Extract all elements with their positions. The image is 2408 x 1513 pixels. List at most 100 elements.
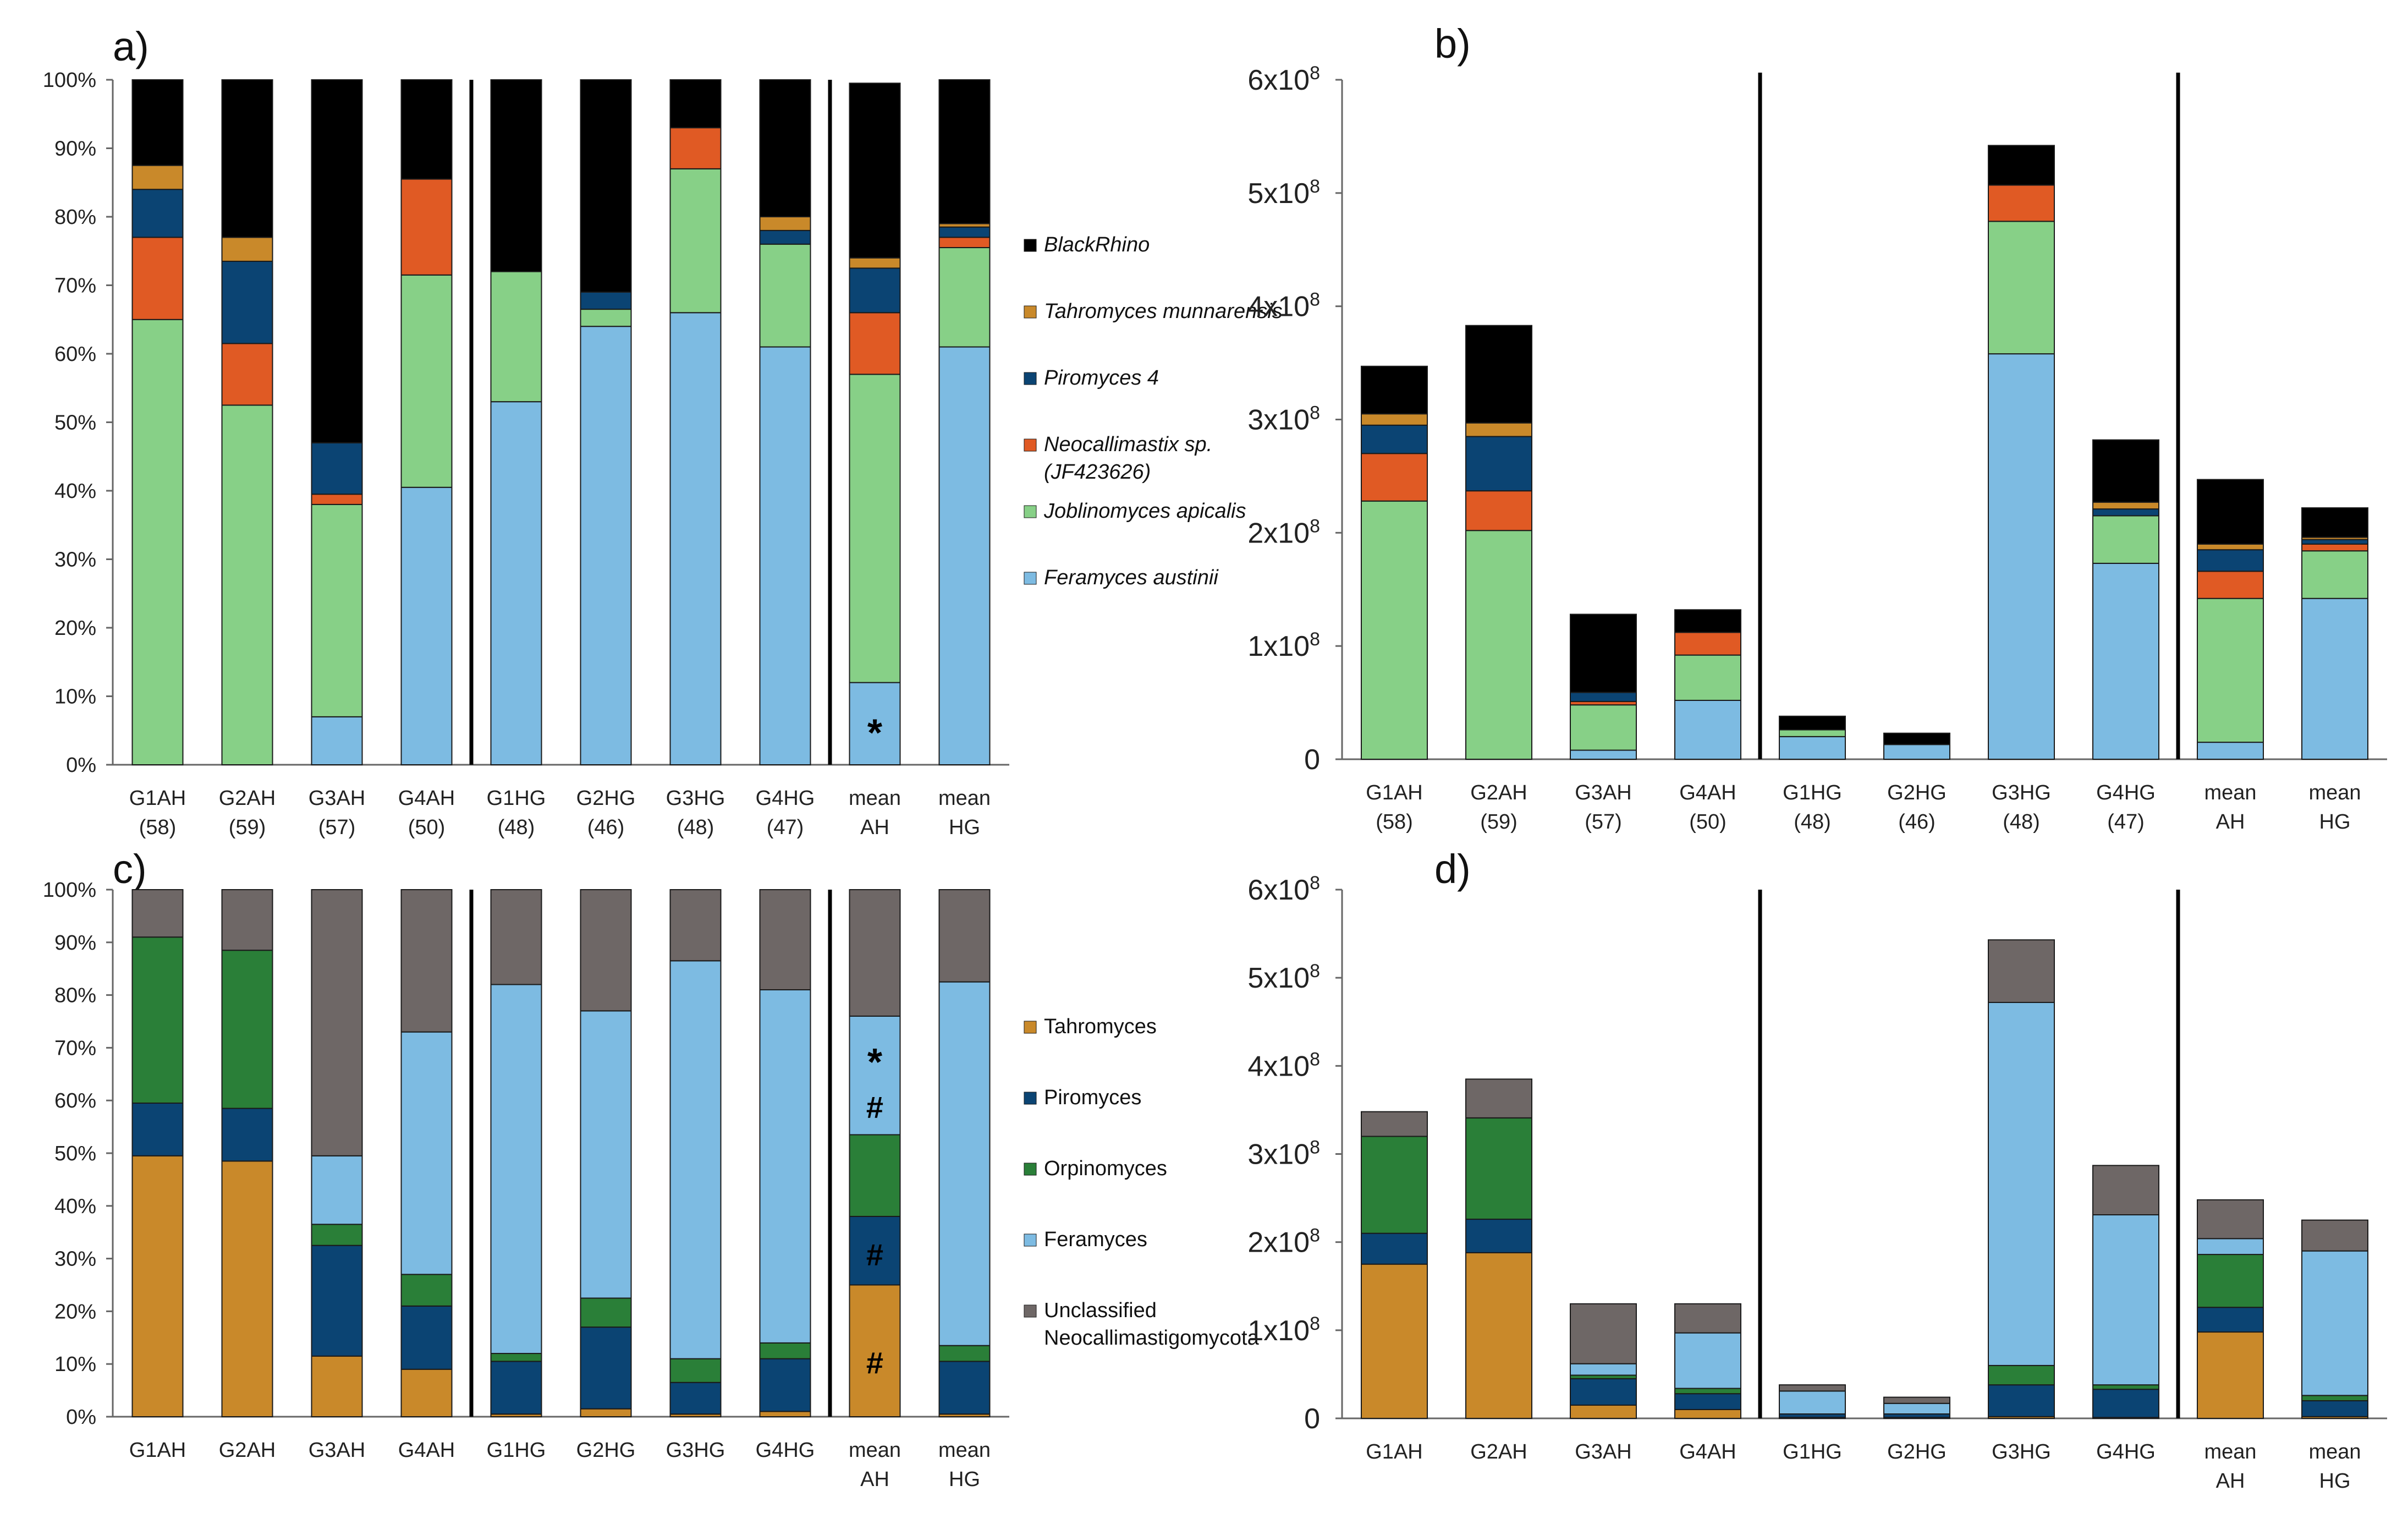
bar-segment <box>2092 508 2159 517</box>
legend-swatch <box>1024 1163 1037 1176</box>
bar-segment <box>400 1274 453 1307</box>
x-tick-label: G2HG <box>1887 1440 1947 1463</box>
bar-segment <box>2092 562 2159 760</box>
bar-segment <box>1465 1078 1532 1119</box>
bar-segment <box>400 274 453 488</box>
x-tick-label: G2HG <box>576 787 636 810</box>
bar-segment <box>1465 1219 1532 1253</box>
bar-segment <box>1674 699 1741 760</box>
bar-segment <box>1570 1303 1637 1364</box>
bar-segment <box>400 889 453 1033</box>
bar-segment <box>1779 1384 1846 1392</box>
x-tick-label: G3HG <box>1992 781 2051 804</box>
bar-segment <box>1361 1111 1428 1137</box>
bar-segment <box>1779 1390 1846 1415</box>
bar-segment <box>1674 1332 1741 1389</box>
bar-segment <box>2197 571 2264 599</box>
legend-label: Neocallimastix sp. <box>1044 433 1212 456</box>
panel-label: a) <box>113 24 149 69</box>
bar-segment <box>669 168 722 314</box>
bar-segment <box>1465 490 1532 531</box>
bar-segment <box>490 889 542 985</box>
bar-segment <box>1883 732 1950 745</box>
panel-label: d) <box>1434 846 1471 892</box>
x-tick-sublabel: (46) <box>587 816 625 839</box>
bar-segment <box>131 1102 184 1156</box>
bar-segment <box>1570 692 1637 703</box>
legend-label: Neocallimastigomycota <box>1044 1326 1260 1350</box>
bar-segment <box>1570 704 1637 751</box>
bar-segment <box>1570 1404 1637 1419</box>
bar-segment <box>2301 543 2368 552</box>
x-tick-label: G3AH <box>1575 781 1631 804</box>
significance-mark: # <box>866 1237 883 1272</box>
bar-segment <box>2301 1219 2368 1252</box>
bar-segment <box>1779 736 1846 760</box>
bar-segment <box>580 291 632 310</box>
bar-segment <box>131 319 184 765</box>
legend-swatch <box>1024 372 1037 385</box>
x-tick-label: G3AH <box>309 1439 365 1462</box>
x-tick-sublabel: (58) <box>139 816 177 839</box>
bar-segment <box>938 237 991 249</box>
y-tick-exponent: 8 <box>1310 1225 1320 1246</box>
x-tick-label: G4HG <box>756 1439 815 1462</box>
y-tick-label: 20% <box>54 1300 96 1323</box>
bar-segment <box>669 889 722 962</box>
bar-segment <box>849 267 901 314</box>
bar-segment <box>1465 1117 1532 1220</box>
panel-label: c) <box>113 846 147 892</box>
y-tick-label: 90% <box>54 138 96 161</box>
y-tick-label: 30% <box>54 549 96 572</box>
bar-segment <box>580 889 632 1012</box>
bar-segment <box>131 79 184 166</box>
bar-segment <box>2092 515 2159 564</box>
legend-swatch <box>1024 239 1037 252</box>
y-tick-exponent: 8 <box>1310 63 1320 84</box>
bar-segment <box>1988 1002 2055 1366</box>
bar-segment <box>1988 221 2055 355</box>
x-tick-sublabel: (46) <box>1898 810 1936 834</box>
y-tick-label: 80% <box>54 984 96 1007</box>
bar-segment <box>1779 729 1846 737</box>
x-tick-sublabel: (57) <box>318 816 356 839</box>
bar-segment <box>1988 184 2055 222</box>
bar-segment <box>2197 597 2264 743</box>
bar-segment <box>1674 1393 1741 1410</box>
x-tick-label: G2AH <box>219 787 276 810</box>
y-tick-label: 6x108 <box>1247 63 1320 96</box>
x-tick-label: G1HG <box>1783 1440 1842 1463</box>
bar-segment <box>938 1345 991 1362</box>
bar-segment <box>580 1010 632 1299</box>
y-tick-label: 3x108 <box>1247 1137 1320 1171</box>
y-tick-label: 4x108 <box>1247 1049 1320 1082</box>
x-tick-label: G4AH <box>398 787 455 810</box>
bar-segment <box>938 889 991 983</box>
bar-segment <box>1361 365 1428 415</box>
bar-segment <box>938 981 991 1346</box>
x-tick-sublabel: (58) <box>1376 810 1413 834</box>
bar-segment <box>580 1326 632 1410</box>
bar-segment <box>580 326 632 765</box>
bar-segment <box>938 226 991 238</box>
y-tick-label: 0 <box>1304 744 1320 776</box>
y-tick-exponent: 8 <box>1310 1137 1320 1158</box>
bar-segment <box>311 494 363 505</box>
x-tick-sublabel: HG <box>2319 810 2351 834</box>
x-tick-sublabel: (50) <box>408 816 446 839</box>
bar-segment <box>1361 453 1428 502</box>
bar-segment <box>311 716 363 765</box>
x-tick-label: G4HG <box>756 787 815 810</box>
bar-segment <box>1674 609 1741 633</box>
x-tick-label: mean <box>2204 1440 2256 1463</box>
bar-segment <box>2197 742 2264 760</box>
y-tick-exponent: 8 <box>1310 1313 1320 1334</box>
legend-swatch <box>1024 1021 1037 1034</box>
y-tick-label: 80% <box>54 206 96 229</box>
bar-segment <box>1361 1136 1428 1234</box>
bar-segment <box>849 374 901 683</box>
bar-segment <box>849 83 901 259</box>
x-tick-sublabel: (48) <box>677 816 714 839</box>
bar-segment <box>2092 1389 2159 1418</box>
legend-swatch <box>1024 572 1037 585</box>
